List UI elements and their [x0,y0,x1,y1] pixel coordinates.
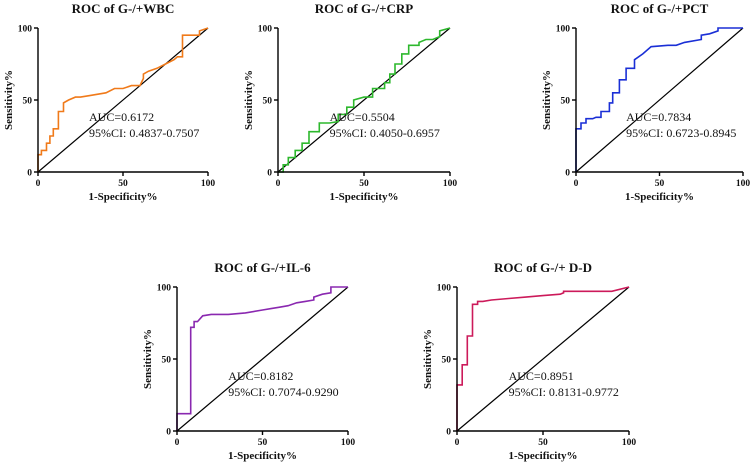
ci-annotation: 95%CI: 0.4050-0.6957 [330,126,440,140]
x-tick-label: 50 [538,438,548,448]
y-tick-label: 100 [18,25,33,35]
auc-annotation: AUC=0.7834 [626,110,691,124]
y-axis-label: Sensitivity% [142,329,154,389]
y-tick-label: 0 [27,169,32,179]
reference-diagonal [176,286,349,432]
x-tick-label: 0 [36,179,41,189]
auc-annotation: AUC=0.8182 [228,369,293,383]
y-tick-label: 0 [166,428,171,438]
x-tick-label: 100 [736,179,751,189]
x-tick-label: 0 [175,438,180,448]
y-axis-label: Sensitivity% [541,70,553,130]
x-axis-label: 1-Specificity% [88,191,157,203]
auc-annotation: AUC=0.5504 [330,110,395,124]
roc-curve [456,286,630,431]
x-axis-label: 1-Specificity% [329,191,398,203]
reference-diagonal [456,286,630,432]
y-tick-label: 100 [437,284,452,294]
chart-4: ROC of G-/+IL-6 0 50 100 0 50 100 1-Specificity… [142,260,355,462]
chart-title: ROC of G-/+IL-6 [214,260,311,275]
y-tick-label: 100 [556,25,571,35]
y-tick-label: 50 [162,356,172,366]
x-tick-label: 0 [574,179,579,189]
reference-diagonal [37,27,209,173]
roc-curve [575,27,743,172]
x-tick-label: 100 [201,179,216,189]
reference-diagonal [277,27,451,173]
y-tick-label: 50 [442,356,452,366]
y-tick-label: 0 [446,428,451,438]
chart-title: ROC of G-/+CRP [315,1,413,16]
ci-annotation: 95%CI: 0.7074-0.9290 [228,385,338,399]
ci-annotation: 95%CI: 0.6723-0.8945 [626,126,736,140]
chart-title: ROC of G-/+ D-D [494,260,592,275]
roc-curve [176,286,348,431]
chart-3: ROC of G-/+PCT 0 50 100 0 50 100 1-Specificity%… [541,1,750,203]
y-tick-label: 50 [561,97,571,107]
y-axis-label: Sensitivity% [3,70,15,130]
auc-annotation: AUC=0.8951 [509,369,574,383]
ci-annotation: 95%CI: 0.8131-0.9772 [509,385,619,399]
x-tick-label: 0 [455,438,460,448]
chart-title: ROC of G-/+PCT [611,1,709,16]
y-tick-label: 50 [263,97,273,107]
chart-5: ROC of G-/+ D-D 0 50 100 0 50 100 1-Specificity… [422,260,636,462]
x-tick-label: 50 [258,438,268,448]
x-axis-label: 1-Specificity% [508,450,577,462]
x-tick-label: 100 [622,438,637,448]
y-axis-label: Sensitivity% [243,70,255,130]
x-tick-label: 50 [655,179,665,189]
x-tick-label: 50 [118,179,128,189]
chart-title: ROC of G-/+WBC [72,1,175,16]
x-axis-label: 1-Specificity% [625,191,694,203]
y-axis-label: Sensitivity% [422,329,434,389]
y-tick-label: 100 [157,284,172,294]
y-tick-label: 0 [565,169,570,179]
y-tick-label: 0 [267,169,272,179]
auc-annotation: AUC=0.6172 [89,110,154,124]
y-tick-label: 50 [23,97,33,107]
roc-curve [37,27,209,172]
x-axis-label: 1-Specificity% [228,450,297,462]
ci-annotation: 95%CI: 0.4837-0.7507 [89,126,199,140]
roc-curve [278,27,451,173]
chart-1: ROC of G-/+WBC 0 50 100 0 50 100 1-Specificity%… [3,1,215,203]
x-tick-label: 0 [276,179,281,189]
x-tick-label: 50 [359,179,369,189]
reference-diagonal [575,27,744,173]
y-tick-label: 100 [258,25,273,35]
chart-2: ROC of G-/+CRP 0 50 100 0 50 100 1-Specificity%… [243,1,457,203]
x-tick-label: 100 [341,438,356,448]
x-tick-label: 100 [443,179,458,189]
